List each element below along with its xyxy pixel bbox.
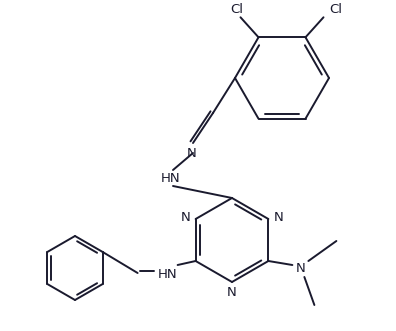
Text: Cl: Cl [230, 3, 243, 16]
Text: N: N [227, 286, 237, 299]
Text: HN: HN [161, 171, 181, 184]
Text: N: N [295, 262, 305, 275]
Text: N: N [274, 211, 283, 223]
Text: HN: HN [158, 268, 177, 281]
Text: N: N [181, 211, 190, 223]
Text: N: N [187, 147, 197, 160]
Text: Cl: Cl [329, 3, 342, 16]
